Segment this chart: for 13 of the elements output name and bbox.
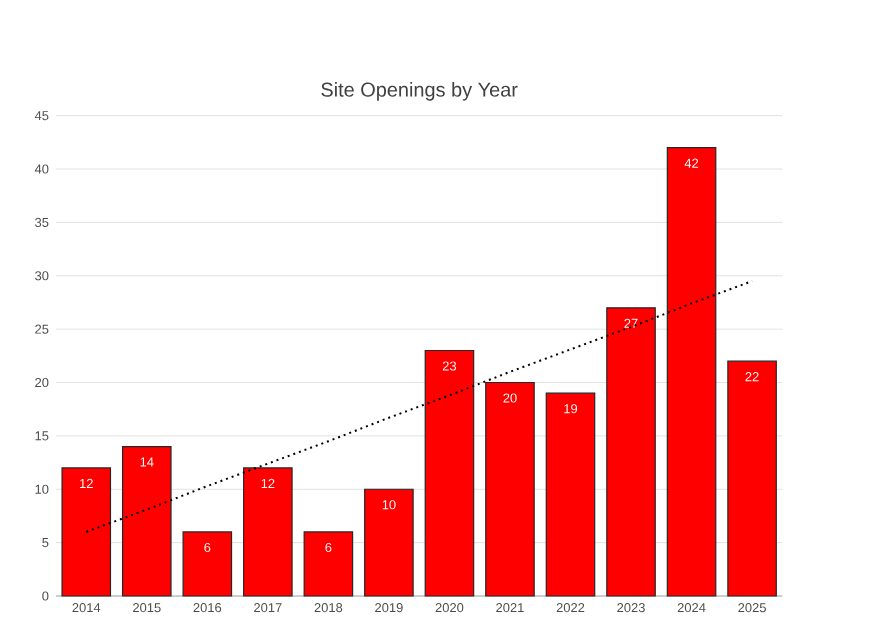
bar bbox=[303, 531, 354, 597]
bar bbox=[485, 381, 535, 597]
bar bbox=[424, 349, 475, 597]
bar bbox=[243, 467, 293, 597]
bar bbox=[606, 307, 656, 597]
chart-title: Site Openings by Year bbox=[321, 82, 518, 101]
bar bbox=[666, 147, 717, 597]
bar bbox=[727, 360, 777, 597]
bar bbox=[364, 488, 414, 597]
bar bbox=[61, 467, 112, 597]
bar bbox=[545, 392, 596, 597]
bar bbox=[121, 445, 172, 597]
bar bbox=[182, 531, 233, 597]
